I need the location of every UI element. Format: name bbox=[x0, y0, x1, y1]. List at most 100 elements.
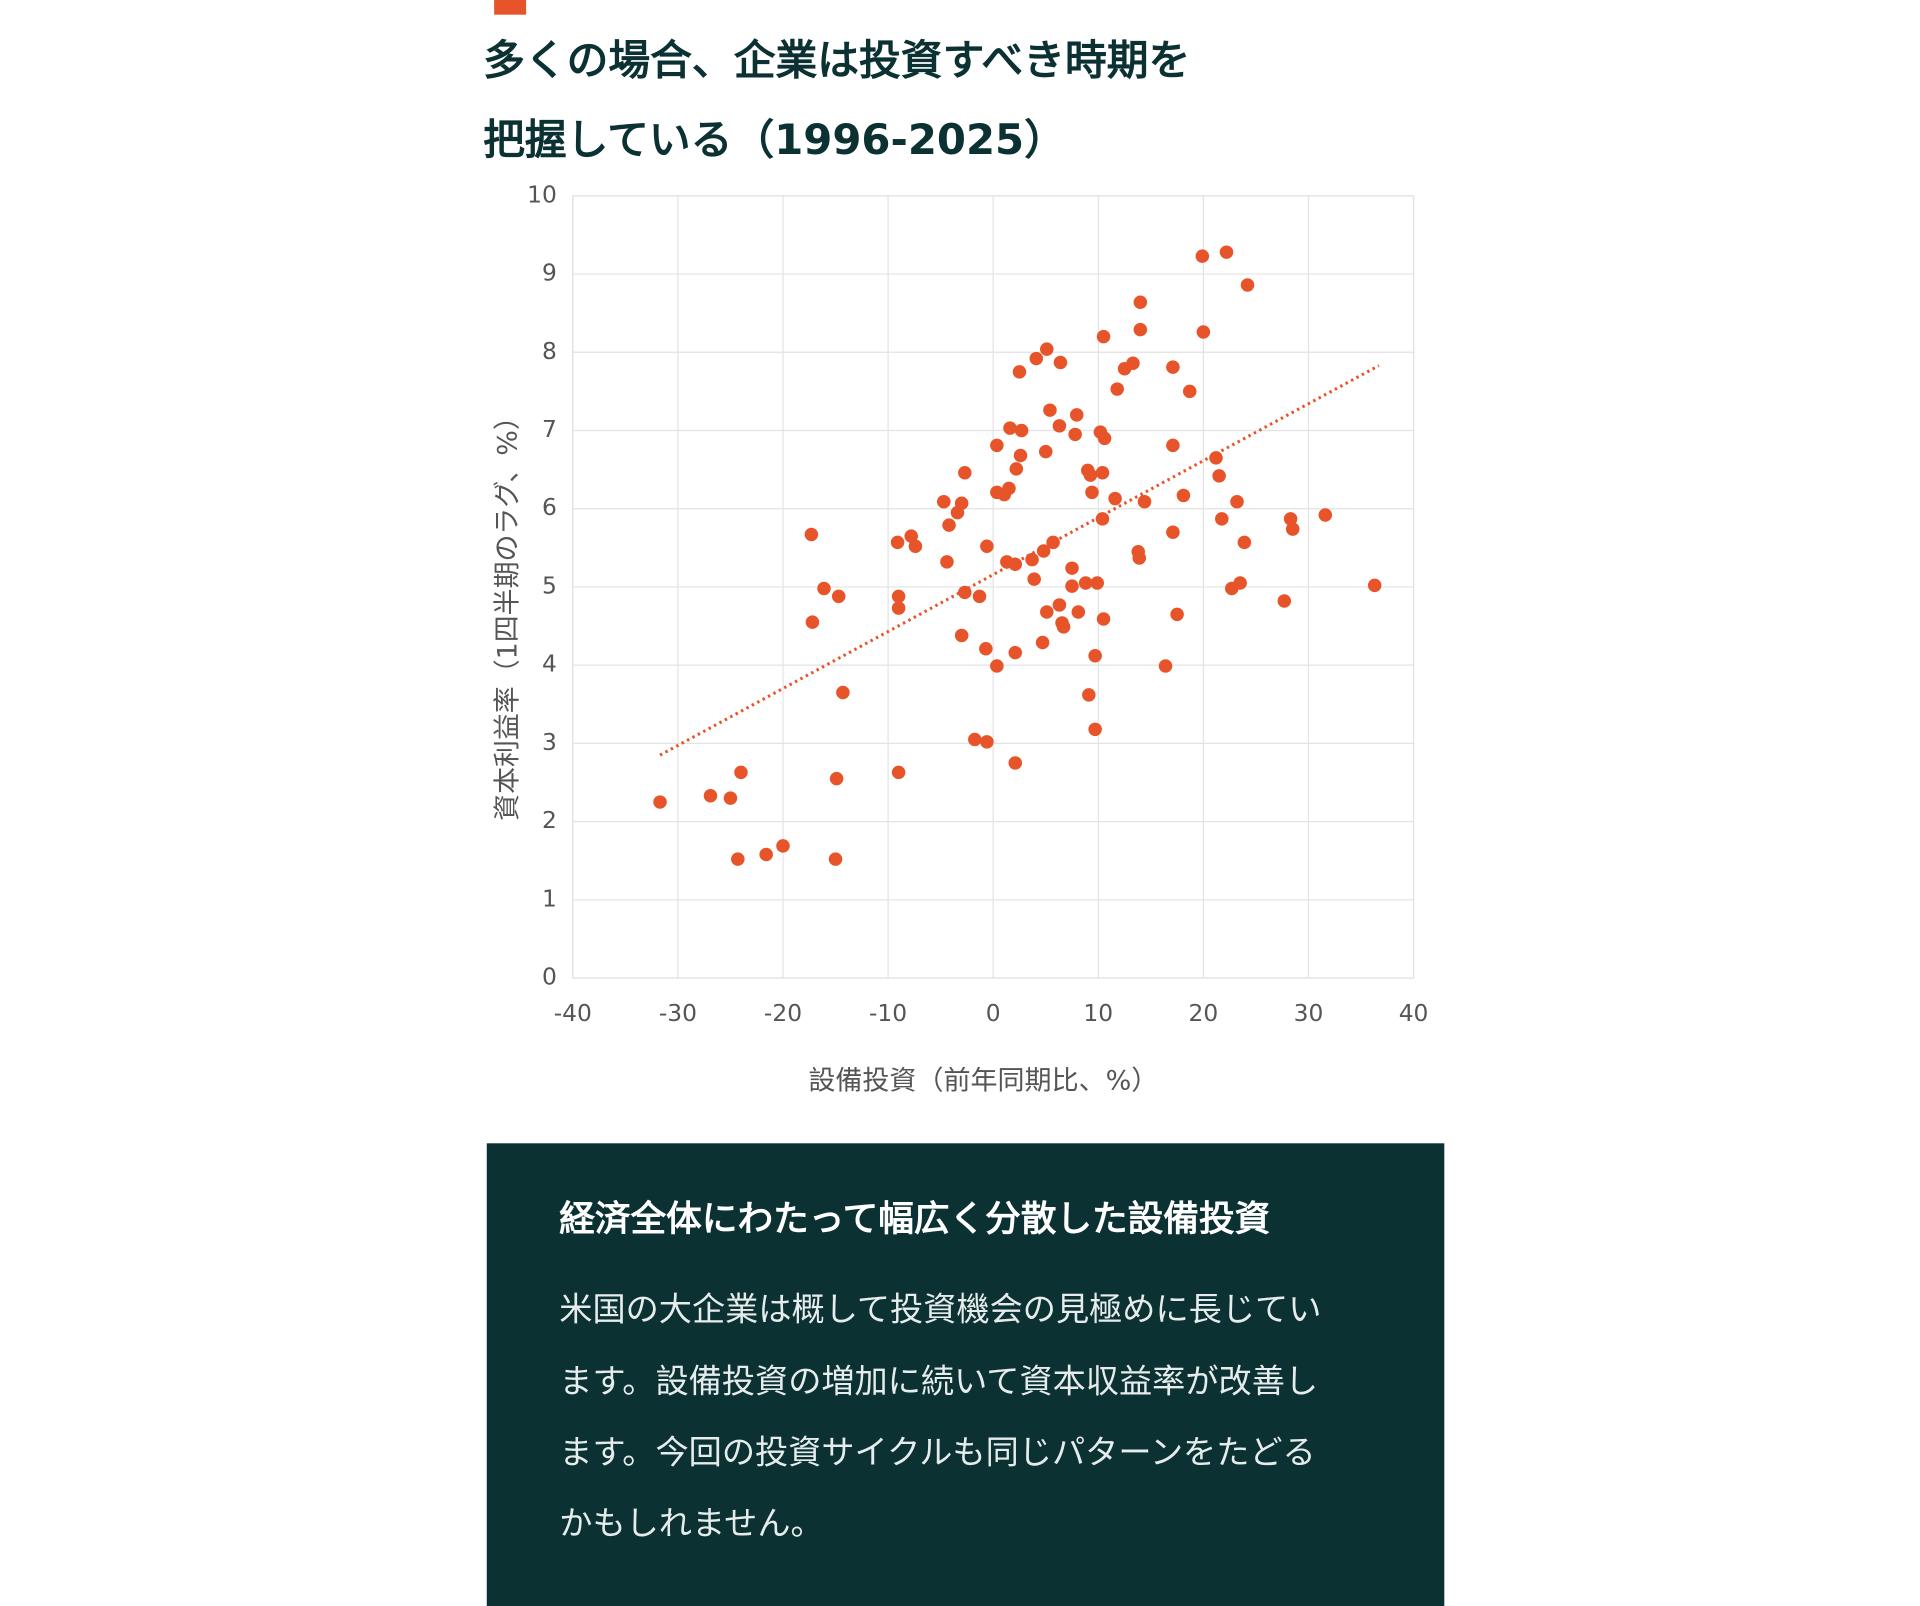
scatter-point bbox=[908, 539, 923, 554]
scatter-point bbox=[1170, 607, 1184, 622]
scatter-point bbox=[1318, 508, 1333, 522]
scatter-point bbox=[891, 765, 906, 780]
y-tick-label: 7 bbox=[542, 416, 557, 443]
scatter-point bbox=[1233, 576, 1247, 590]
scatter-point bbox=[1014, 423, 1029, 438]
scatter-point bbox=[1009, 462, 1024, 476]
x-tick-label: -40 bbox=[554, 1000, 592, 1027]
scatter-point bbox=[904, 529, 918, 543]
scatter-point bbox=[958, 466, 972, 480]
scatter-point bbox=[828, 852, 843, 866]
scatter-point bbox=[1065, 579, 1079, 593]
scatter-point bbox=[1082, 688, 1096, 702]
scatter-point bbox=[1097, 431, 1112, 446]
scatter-point bbox=[1002, 481, 1016, 496]
scatter-point bbox=[1071, 605, 1086, 619]
scatter-point bbox=[1013, 448, 1028, 463]
scatter-point bbox=[890, 535, 905, 550]
scatter-point bbox=[1110, 382, 1124, 396]
y-tick-label: 4 bbox=[542, 651, 557, 678]
scatter-point bbox=[1133, 295, 1148, 309]
x-tick-label: -10 bbox=[869, 1000, 907, 1027]
scatter-point bbox=[1008, 557, 1023, 571]
scatter-point bbox=[1166, 438, 1180, 453]
scatter-point bbox=[776, 839, 790, 853]
scatter-point bbox=[1108, 491, 1122, 506]
scatter-point bbox=[1176, 488, 1191, 503]
scatter-point bbox=[1133, 322, 1148, 337]
scatter-point bbox=[1012, 365, 1027, 379]
info-box bbox=[486, 1143, 1445, 1606]
scatter-point bbox=[829, 771, 844, 786]
scatter-point bbox=[990, 659, 1004, 673]
scatter-point bbox=[1166, 360, 1180, 374]
scatter-point bbox=[703, 789, 718, 803]
y-axis-label: 資本利益率（1四半期のラグ、%） bbox=[492, 403, 523, 821]
scatter-point bbox=[972, 589, 987, 604]
x-tick-label: 30 bbox=[1294, 1000, 1324, 1027]
x-axis-label: 設備投資（前年同期比、%） bbox=[808, 1066, 1158, 1097]
y-tick-label: 10 bbox=[527, 181, 557, 208]
scatter-point bbox=[968, 732, 982, 747]
scatter-point bbox=[950, 505, 965, 520]
scatter-point bbox=[958, 585, 972, 600]
scatter-point bbox=[1046, 535, 1060, 550]
scatter-point bbox=[1209, 451, 1223, 465]
chart-title: 多くの場合、企業は投資すべき時期を bbox=[483, 36, 1190, 85]
scatter-point bbox=[1182, 384, 1197, 399]
y-tick-label: 5 bbox=[542, 572, 557, 599]
scatter-point bbox=[954, 628, 969, 643]
scatter-point bbox=[1052, 419, 1067, 433]
scatter-point bbox=[1052, 598, 1067, 612]
scatter-point bbox=[980, 539, 994, 554]
scatter-point bbox=[1068, 427, 1082, 442]
scatter-point bbox=[1240, 278, 1255, 292]
scatter-point bbox=[1029, 351, 1044, 366]
scatter-point bbox=[1215, 512, 1229, 526]
scatter-point bbox=[804, 527, 819, 542]
scatter-point bbox=[940, 555, 954, 569]
chart-title: 把握している（1996-2025） bbox=[483, 115, 1066, 164]
scatter-point bbox=[817, 581, 831, 596]
scatter-point bbox=[1081, 463, 1095, 478]
x-tick-label: 40 bbox=[1399, 1000, 1429, 1027]
scatter-point bbox=[1025, 552, 1039, 567]
y-tick-label: 3 bbox=[542, 729, 557, 756]
y-tick-label: 0 bbox=[542, 964, 557, 991]
scatter-point bbox=[1166, 525, 1180, 539]
scatter-point bbox=[1078, 576, 1093, 590]
scatter-point bbox=[1040, 605, 1054, 619]
scatter-point bbox=[1277, 594, 1292, 608]
scatter-point bbox=[1069, 408, 1084, 422]
scatter-point bbox=[1088, 722, 1102, 737]
scatter-point bbox=[1090, 576, 1104, 590]
scatter-point bbox=[1230, 494, 1244, 509]
x-tick-label: 0 bbox=[986, 1000, 1001, 1027]
scatter-point bbox=[1008, 756, 1023, 770]
scatter-point bbox=[1085, 485, 1099, 500]
scatter-point bbox=[731, 852, 745, 866]
scatter-point bbox=[1096, 329, 1111, 344]
scatter-point bbox=[891, 589, 906, 604]
scatter-point bbox=[1096, 612, 1111, 626]
trendline bbox=[659, 364, 1380, 757]
scatter-point bbox=[1043, 403, 1057, 417]
scatter-point bbox=[1095, 466, 1110, 480]
scatter-point bbox=[723, 791, 738, 805]
scatter-point bbox=[1283, 512, 1298, 526]
scatter-point bbox=[1285, 522, 1300, 536]
scatter-point bbox=[1095, 512, 1110, 526]
accent-bar bbox=[494, 0, 527, 15]
info-text: ます。今回の投資サイクルも同じパターンをたどる bbox=[559, 1433, 1315, 1472]
scatter-point bbox=[1040, 342, 1054, 356]
scatter-point bbox=[1212, 469, 1226, 483]
scatter-point bbox=[1035, 635, 1050, 650]
scatter-point bbox=[937, 494, 951, 509]
scatter-point bbox=[1158, 659, 1173, 673]
y-tick-label: 8 bbox=[542, 338, 557, 365]
scatter-point bbox=[1053, 355, 1068, 370]
scatter-point bbox=[805, 615, 820, 629]
scatter-point bbox=[1195, 249, 1210, 263]
scatter-point bbox=[734, 765, 748, 780]
